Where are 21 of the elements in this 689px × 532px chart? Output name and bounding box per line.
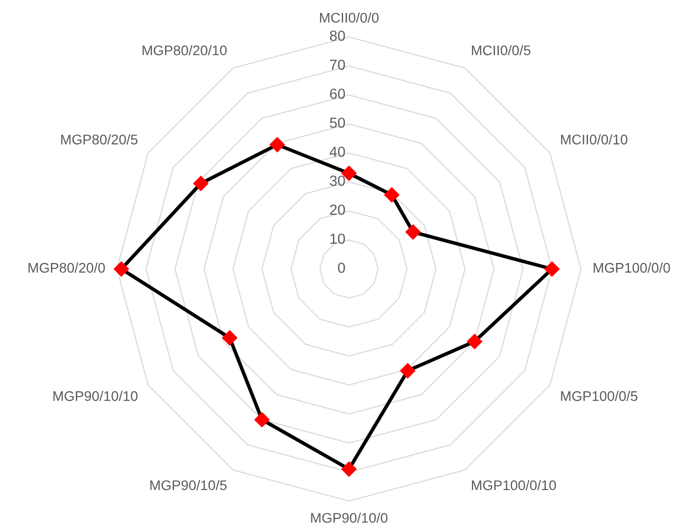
spoke-label: MGP90/10/10 — [53, 390, 138, 401]
spoke-label: MCII0/0/10 — [561, 134, 628, 144]
y-tick-label: 0 — [338, 262, 345, 273]
y-tick-label: 20 — [330, 204, 345, 215]
y-tick-label: 50 — [330, 118, 345, 128]
spoke-label: MGP90/10/5 — [150, 480, 227, 490]
spoke-label: MGP80/20/5 — [61, 134, 138, 144]
spoke-label: MGP100/0/5 — [561, 390, 638, 401]
spoke-label: MCII0/0/5 — [472, 45, 530, 56]
spoke-label: MGP90/10/0 — [311, 512, 388, 523]
spoke-label: MGP80/20/0 — [28, 262, 105, 273]
spoke-label: MGP80/20/10 — [142, 45, 227, 56]
y-tick-label: 30 — [330, 176, 345, 186]
y-tick-label: 80 — [330, 30, 345, 41]
y-tick-label: 10 — [330, 234, 345, 244]
spoke-label: MCII0/0/0 — [320, 12, 379, 23]
spoke-label: MGP100/0/10 — [472, 480, 556, 490]
y-tick-label: 40 — [330, 146, 345, 157]
y-tick-label: 70 — [330, 60, 345, 70]
y-tick-label: 60 — [330, 88, 345, 99]
spoke-label: MGP100/0/0 — [594, 262, 670, 273]
